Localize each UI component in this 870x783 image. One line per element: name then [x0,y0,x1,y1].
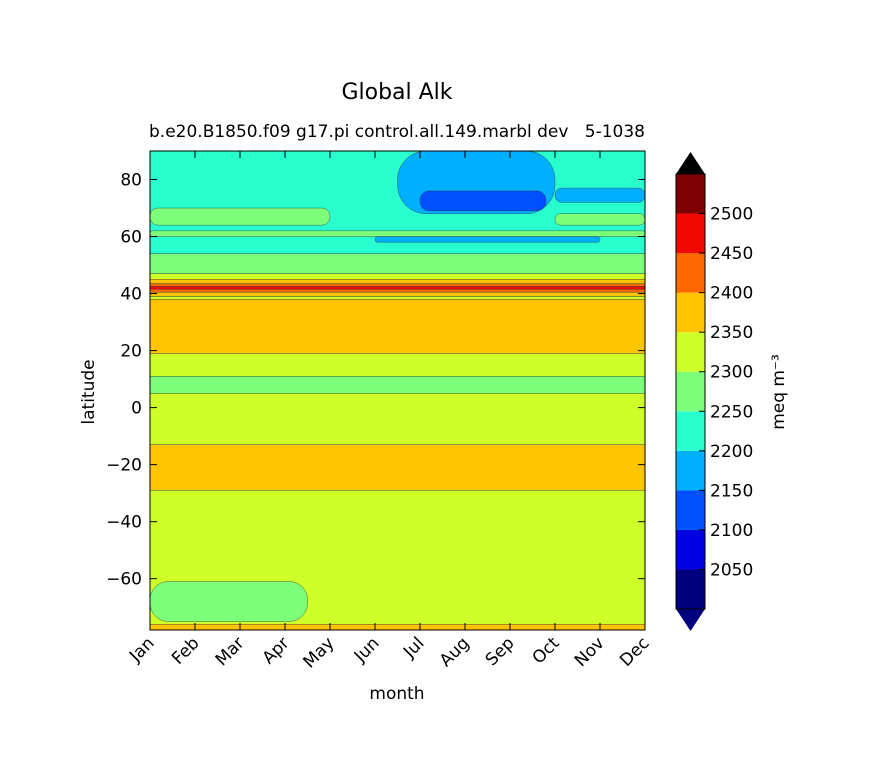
contour-band-2 [150,444,645,491]
contour-patch-2 [150,207,331,226]
contour-band-13 [150,273,645,280]
contour-band-5 [150,353,645,377]
contour-patch-7 [419,190,547,212]
colorbar-segment [676,174,705,214]
colorbar-frame [675,173,706,610]
y-axis-label: latitude [79,359,99,424]
contour-band-9 [150,289,645,293]
x-tick-label: Sep [482,633,519,670]
x-tick-label: Jan [125,633,158,666]
colorbar-segment [676,490,705,530]
colorbar-segment [676,253,705,293]
x-tick-label: Apr [259,633,294,668]
colorbar-segment [676,371,705,412]
colorbar-tick-label: 2400 [710,284,753,304]
contour-band-6 [150,299,645,354]
colorbar-segment [676,213,705,254]
colorbar-tick-label: 2300 [710,363,753,383]
contour-band-12 [150,279,645,284]
y-axis: 80 60 40 20 0 −20 −40 −60 [106,171,645,590]
colorbar-tick-label: 2100 [710,521,753,541]
y-tick-label: 40 [120,285,142,305]
y-tick-label: 60 [120,228,142,248]
colorbar-segment [676,450,705,491]
y-tick-label: 0 [131,399,142,419]
x-tick-label: Mar [212,633,249,670]
x-tick-label: Feb [168,633,203,668]
contour-patch-6 [554,187,645,203]
colorbar-segment [676,411,705,451]
colorbar-tick-label: 2200 [710,442,753,462]
chart-subtitle-left: b.e20.B1850.f09 g17.pi control.all.149.m… [149,122,568,142]
y-tick-label: 80 [120,171,142,191]
colorbar-segment [676,569,705,609]
contour-band-10 [150,286,645,290]
contour-band-0 [150,624,645,630]
y-tick-label: 20 [120,342,142,362]
y-tick-label: −40 [106,513,142,533]
chart-title: Global Alk [341,80,452,105]
x-tick-label: Aug [436,633,474,671]
contour-plot-area [150,151,645,630]
contour-patch-3 [554,213,645,226]
colorbar-segment [676,529,705,570]
x-tick-label: Jun [350,633,384,667]
x-axis-label: month [369,684,424,704]
chart-subtitle-right: 5-1038 [585,122,645,142]
contour-band-11 [150,283,645,287]
colorbar-tick-label: 2150 [710,481,753,501]
colorbar-label: meq m⁻³ [769,354,789,430]
x-tick-label: May [300,633,339,672]
contour-patch-0 [150,581,308,622]
x-tick-label: Jul [399,633,428,662]
colorbar-tick-label: 2450 [710,244,753,264]
contour-band-3 [150,393,645,445]
colorbar-tick-label: 2250 [710,402,753,422]
colorbar-extend-max [676,152,705,174]
contour-band-8 [150,291,645,297]
colorbar-tick-label: 2350 [710,323,753,343]
contour-band-14 [150,253,645,274]
contour-patch-1 [150,230,645,237]
x-tick-label: Dec [616,633,653,670]
x-tick-label: Oct [529,633,564,668]
colorbar-tick-label: 2050 [710,560,753,580]
contour-band-7 [150,296,645,300]
plot-frame [149,150,646,631]
colorbar-segment [676,292,705,333]
contour-patch-4 [374,236,601,243]
colorbar-tick-label: 2500 [710,205,753,225]
colorbar: 2050 2100 2150 2200 2250 2300 2350 2400 2450 2500 [675,152,753,631]
contour-band-4 [150,376,645,394]
y-tick-label: −20 [106,456,142,476]
colorbar-extend-min [676,609,705,631]
x-tick-label: Nov [571,633,609,671]
colorbar-segment [676,332,705,372]
y-tick-label: −60 [106,570,142,590]
